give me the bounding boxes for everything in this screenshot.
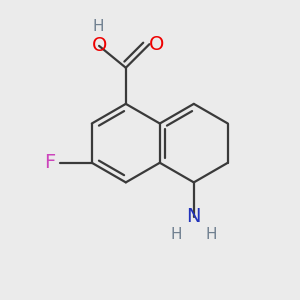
Text: H: H <box>206 227 217 242</box>
Text: O: O <box>148 35 164 54</box>
Text: H: H <box>92 19 104 34</box>
Text: H: H <box>170 227 182 242</box>
Text: N: N <box>187 207 201 226</box>
Text: O: O <box>92 36 107 56</box>
Text: F: F <box>44 153 56 172</box>
